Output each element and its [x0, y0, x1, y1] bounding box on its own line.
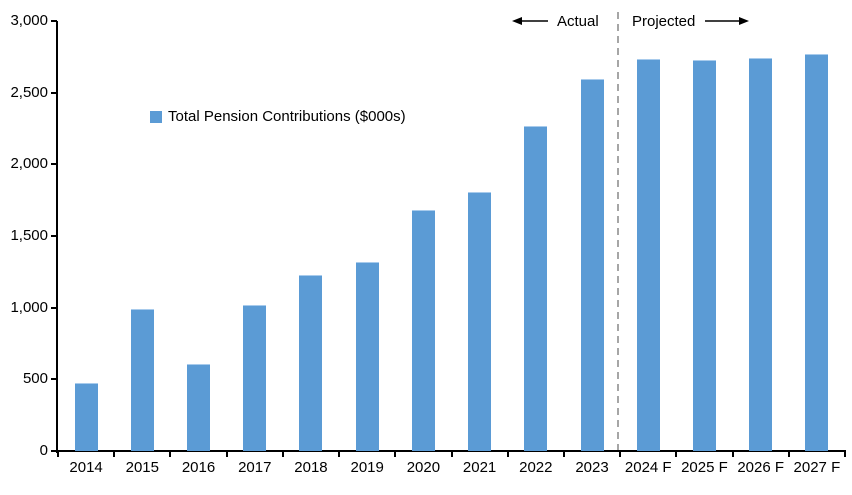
- bar-2022: [524, 126, 548, 451]
- x-tick-label: 2025 F: [681, 459, 728, 476]
- y-tick-mark: [51, 306, 57, 309]
- bar-2027-f: [805, 53, 829, 451]
- actual-label: Actual: [557, 13, 599, 30]
- x-tick-mark: [338, 451, 341, 457]
- bar-2024-f: [636, 58, 660, 451]
- x-tick-label: 2020: [406, 459, 441, 476]
- y-tick-label: 2,500: [10, 83, 48, 101]
- right-arrow-icon: [705, 17, 749, 25]
- bar-2023: [580, 79, 604, 451]
- x-tick-label: 2019: [350, 459, 384, 476]
- actual-projected-divider: [617, 12, 619, 451]
- y-tick-mark: [51, 163, 57, 166]
- x-tick-mark: [506, 451, 509, 457]
- x-tick-label: 2026 F: [737, 459, 785, 476]
- x-tick-mark: [169, 451, 172, 457]
- x-tick-label: 2021: [462, 459, 497, 476]
- x-tick-mark: [787, 451, 790, 457]
- bar-2025-f: [692, 60, 716, 451]
- bar-2021: [468, 192, 492, 451]
- x-tick-mark: [562, 451, 565, 457]
- bar-2016: [187, 363, 211, 451]
- x-tick-label: 2024 F: [624, 459, 672, 476]
- x-tick-mark: [619, 451, 622, 457]
- x-tick-mark: [113, 451, 116, 457]
- y-tick-label: 3,000: [10, 12, 48, 29]
- bar-2020: [411, 210, 435, 451]
- x-tick-label: 2023: [575, 459, 609, 476]
- legend: Total Pension Contributions ($000s): [150, 108, 406, 125]
- x-tick-mark: [57, 451, 59, 457]
- x-tick-mark: [225, 451, 228, 457]
- left-arrow-icon: [512, 17, 548, 25]
- y-tick-mark: [51, 91, 57, 94]
- bar-2014: [74, 382, 98, 451]
- y-tick-label: 1,000: [10, 298, 48, 316]
- x-tick-label: 2015: [125, 459, 159, 476]
- y-tick-mark: [51, 235, 57, 237]
- x-tick-label: 2014: [69, 459, 103, 476]
- x-tick-mark: [281, 451, 284, 457]
- x-tick-label: 2018: [294, 459, 328, 476]
- x-tick-label: 2017: [238, 459, 272, 476]
- y-tick-mark: [51, 450, 57, 452]
- y-tick-label: 500: [22, 370, 48, 388]
- bar-2019: [355, 261, 379, 451]
- x-tick-label: 2027 F: [793, 459, 841, 476]
- x-tick-label: 2016: [181, 459, 216, 476]
- bar-2017: [243, 304, 267, 451]
- x-tick-label: 2022: [519, 459, 553, 476]
- x-tick-mark: [675, 451, 678, 457]
- projected-label: Projected: [632, 13, 696, 30]
- bar-2026-f: [749, 57, 773, 451]
- x-tick-mark: [844, 451, 846, 457]
- y-tick-mark: [51, 20, 57, 22]
- bar-2018: [299, 274, 323, 451]
- legend-label: Total Pension Contributions ($000s): [168, 108, 406, 125]
- bar-2015: [130, 309, 154, 451]
- y-tick-label: 0: [39, 442, 48, 459]
- y-tick-label: 2,000: [10, 155, 48, 173]
- legend-marker-icon: [150, 110, 162, 123]
- x-tick-mark: [394, 451, 397, 457]
- y-tick-mark: [51, 378, 57, 381]
- y-tick-label: 1,500: [10, 227, 48, 244]
- x-tick-mark: [450, 451, 453, 457]
- y-axis-line: [56, 21, 58, 453]
- x-tick-mark: [731, 451, 734, 457]
